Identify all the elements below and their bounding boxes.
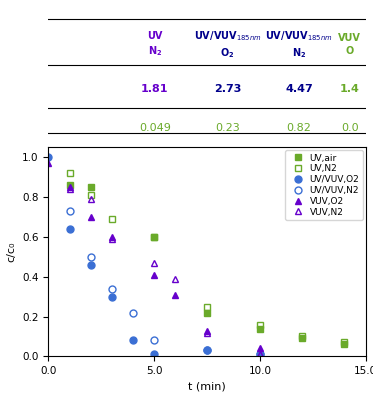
VUV,N2 <box>110 237 114 241</box>
UV,N2 <box>88 193 93 198</box>
Text: UV
$\mathbf{N_2}$: UV $\mathbf{N_2}$ <box>147 31 162 58</box>
UV,N2 <box>258 322 262 327</box>
UV/VUV,O2 <box>258 352 262 357</box>
UV,air <box>68 183 72 188</box>
Line: VUV,N2: VUV,N2 <box>66 185 263 358</box>
VUV,O2 <box>88 215 93 220</box>
VUV,N2 <box>88 197 93 202</box>
UV,N2 <box>110 217 114 222</box>
VUV,N2 <box>68 187 72 192</box>
UV/VUV,O2 <box>131 338 135 343</box>
Text: VUV
O: VUV O <box>338 34 361 56</box>
UV/VUV,O2 <box>88 262 93 267</box>
UV/VUV,N2 <box>258 352 262 357</box>
UV/VUV,O2 <box>205 348 209 353</box>
UV,N2 <box>342 340 347 345</box>
Text: UV/VUV$_{185nm}$
$\mathbf{O_2}$: UV/VUV$_{185nm}$ $\mathbf{O_2}$ <box>194 30 261 60</box>
Text: 0.23: 0.23 <box>215 124 240 133</box>
VUV,N2 <box>152 260 156 265</box>
VUV,O2 <box>110 234 114 239</box>
UV,N2 <box>300 334 304 339</box>
VUV,O2 <box>152 272 156 277</box>
UV/VUV,O2 <box>110 294 114 299</box>
Line: UV,N2: UV,N2 <box>66 170 348 346</box>
X-axis label: t (min): t (min) <box>188 382 226 392</box>
Line: UV/VUV,N2: UV/VUV,N2 <box>66 207 263 358</box>
VUV,N2 <box>173 276 178 281</box>
Text: 0.049: 0.049 <box>139 124 170 133</box>
Text: 1.81: 1.81 <box>141 84 169 94</box>
VUV,O2 <box>173 292 178 297</box>
Text: 0.0: 0.0 <box>341 124 358 133</box>
UV/VUV,O2 <box>46 155 51 160</box>
UV,air <box>205 310 209 315</box>
UV/VUV,N2 <box>88 254 93 259</box>
Line: UV,air: UV,air <box>66 182 348 348</box>
Text: 0.82: 0.82 <box>286 124 311 133</box>
VUV,N2 <box>258 352 262 357</box>
Line: VUV,O2: VUV,O2 <box>45 160 263 352</box>
UV,air <box>152 234 156 239</box>
UV/VUV,N2 <box>110 286 114 291</box>
UV,N2 <box>205 304 209 309</box>
VUV,O2 <box>258 346 262 351</box>
UV,air <box>88 185 93 190</box>
Text: 4.47: 4.47 <box>285 84 313 94</box>
Text: UV/VUV$_{185nm}$
$\mathbf{N_2}$: UV/VUV$_{185nm}$ $\mathbf{N_2}$ <box>265 30 333 60</box>
VUV,N2 <box>205 330 209 335</box>
UV/VUV,O2 <box>68 226 72 231</box>
UV,air <box>342 342 347 347</box>
UV/VUV,N2 <box>152 338 156 343</box>
UV,air <box>300 336 304 341</box>
VUV,O2 <box>205 328 209 333</box>
VUV,O2 <box>68 185 72 190</box>
UV,air <box>258 326 262 331</box>
Y-axis label: c/c₀: c/c₀ <box>7 242 17 262</box>
VUV,O2 <box>46 161 51 166</box>
UV/VUV,O2 <box>152 352 156 357</box>
Line: UV/VUV,O2: UV/VUV,O2 <box>45 154 263 358</box>
UV,N2 <box>152 234 156 239</box>
Text: 1.4: 1.4 <box>340 84 360 94</box>
Legend: UV,air, UV,N2, UV/VUV,O2, UV/VUV,N2, VUV,O2, VUV,N2: UV,air, UV,N2, UV/VUV,O2, UV/VUV,N2, VUV… <box>285 150 363 220</box>
UV,N2 <box>68 171 72 176</box>
UV/VUV,N2 <box>68 209 72 213</box>
UV/VUV,N2 <box>131 310 135 315</box>
Text: 2.73: 2.73 <box>214 84 241 94</box>
UV/VUV,N2 <box>205 348 209 353</box>
